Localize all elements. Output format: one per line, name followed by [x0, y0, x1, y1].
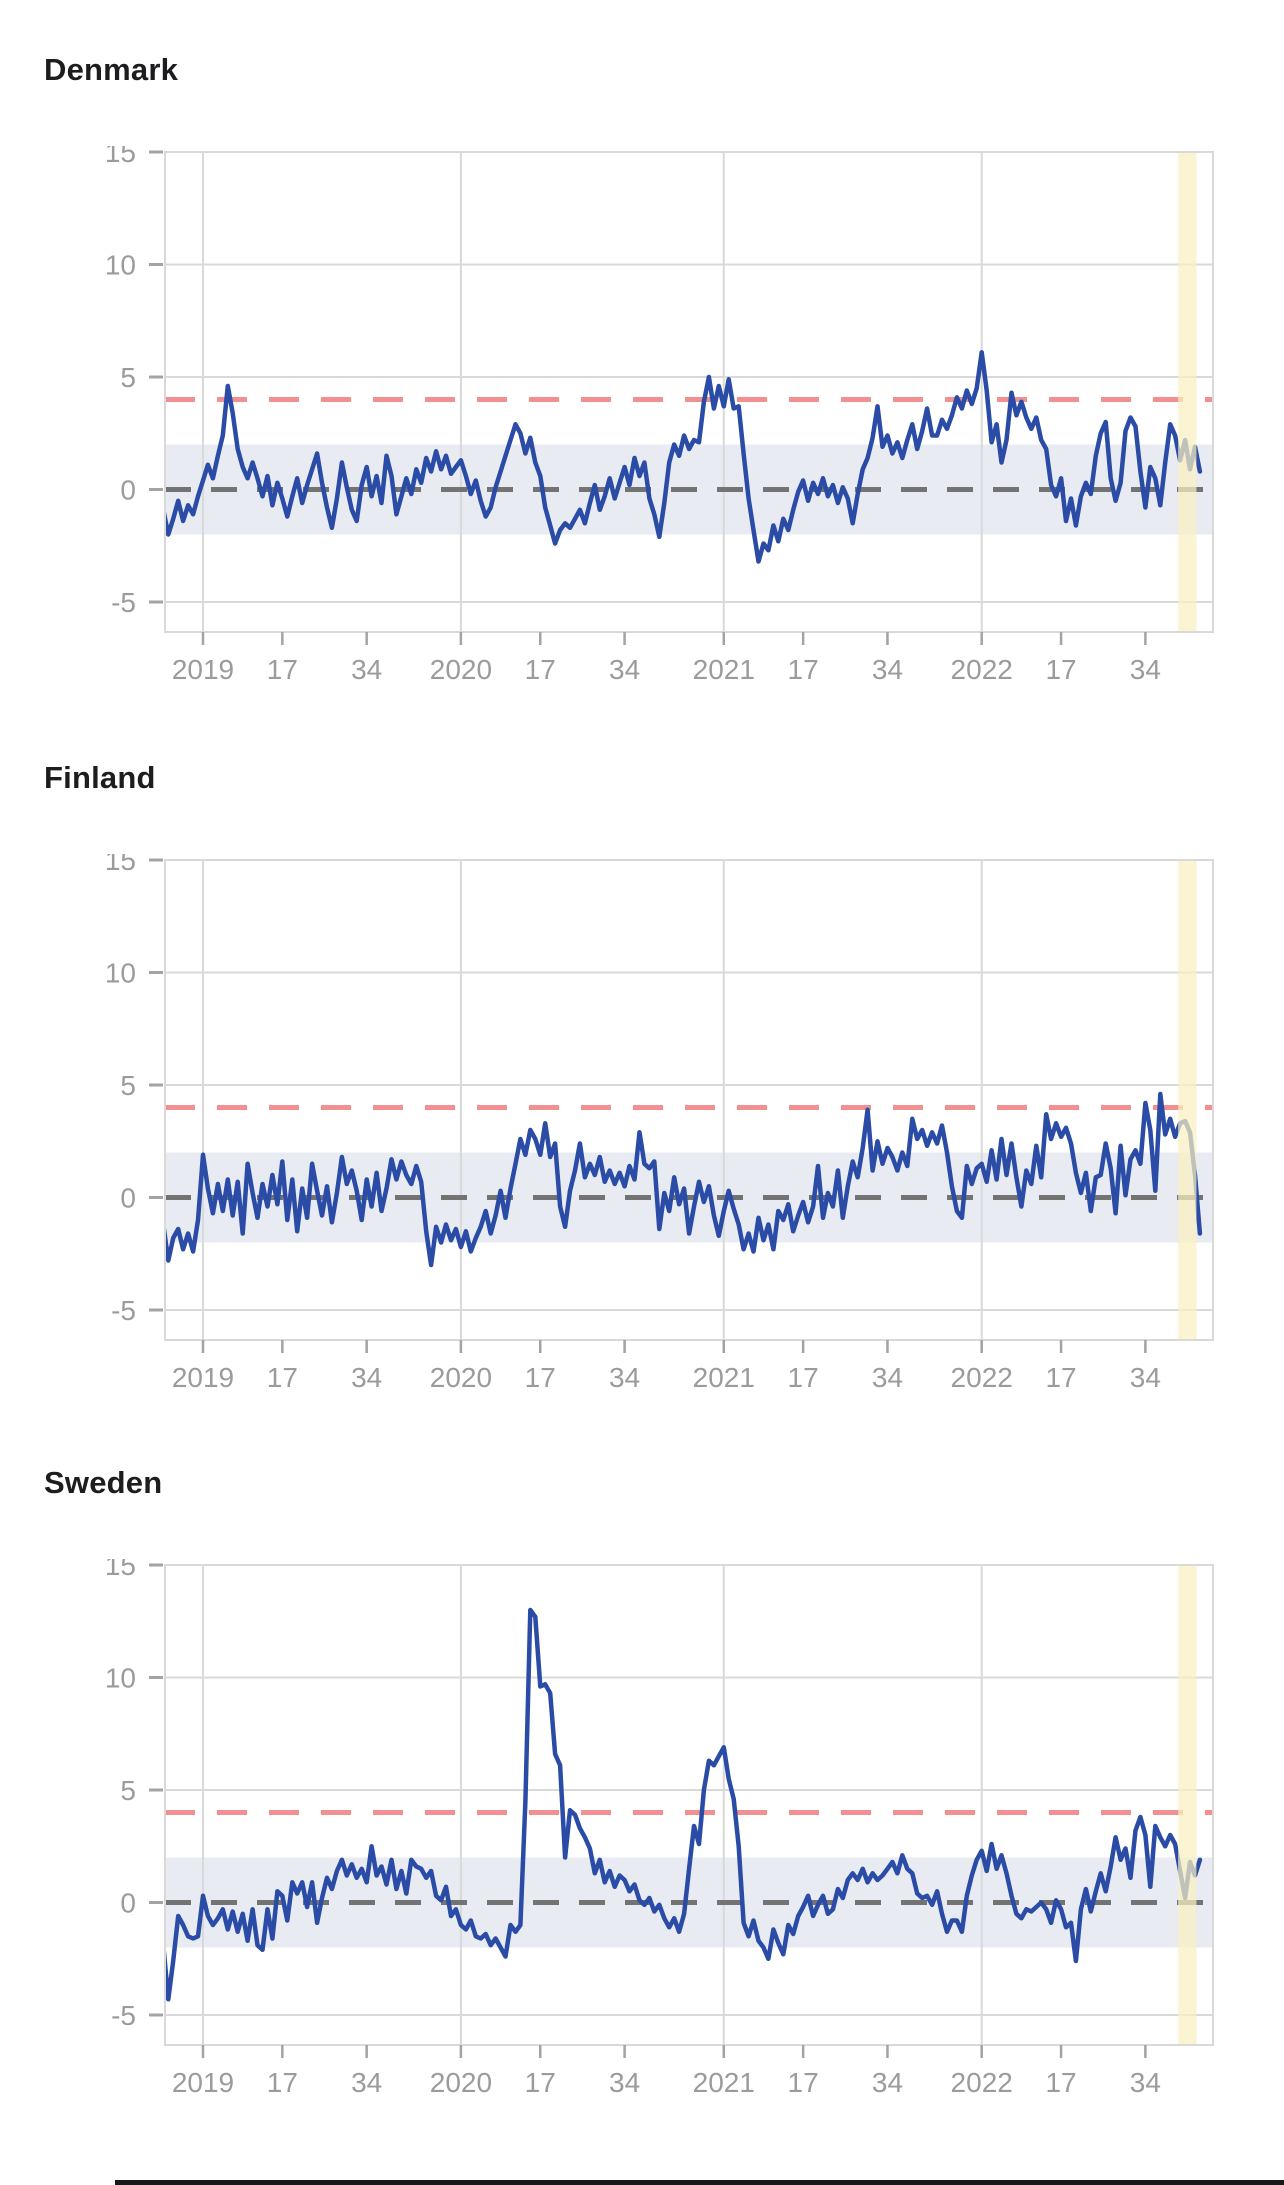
chart-title-sweden: Sweden	[44, 1465, 163, 1500]
svg-text:17: 17	[267, 1362, 298, 1393]
svg-text:15: 15	[105, 146, 136, 168]
svg-text:2021: 2021	[693, 1362, 755, 1393]
bottom-edge-bar	[115, 2180, 1284, 2185]
svg-text:17: 17	[267, 2067, 298, 2098]
chart-section-sweden: Sweden 15 10 5 0 -5 2019 17 34 2020 17 34 2021 17 34 2…	[0, 1413, 1284, 2121]
svg-text:2020: 2020	[430, 2067, 492, 2098]
svg-text:34: 34	[351, 1362, 382, 1393]
svg-text:17: 17	[1045, 2067, 1076, 2098]
svg-text:17: 17	[788, 2067, 819, 2098]
svg-text:17: 17	[525, 1362, 556, 1393]
svg-text:0: 0	[120, 475, 136, 506]
svg-text:-5: -5	[111, 2000, 136, 2031]
svg-text:34: 34	[872, 2067, 903, 2098]
svg-text:17: 17	[788, 1362, 819, 1393]
svg-text:34: 34	[609, 654, 640, 685]
svg-text:34: 34	[872, 654, 903, 685]
svg-text:34: 34	[351, 654, 382, 685]
svg-text:34: 34	[609, 1362, 640, 1393]
svg-text:5: 5	[120, 362, 136, 393]
svg-text:0: 0	[120, 1888, 136, 1919]
svg-text:17: 17	[525, 654, 556, 685]
chart-title-denmark: Denmark	[44, 52, 179, 87]
svg-text:34: 34	[872, 1362, 903, 1393]
svg-text:17: 17	[267, 654, 298, 685]
svg-text:34: 34	[1130, 654, 1161, 685]
line-chart-sweden: 15 10 5 0 -5 2019 17 34 2020 17 34 2021 17 34 2022 17 34	[105, 1559, 1214, 2098]
chart-title-finland: Finland	[44, 760, 156, 795]
svg-text:0: 0	[120, 1183, 136, 1214]
svg-text:17: 17	[1045, 654, 1076, 685]
svg-text:5: 5	[120, 1070, 136, 1101]
svg-text:2019: 2019	[172, 1362, 234, 1393]
svg-text:17: 17	[525, 2067, 556, 2098]
svg-text:2021: 2021	[693, 654, 755, 685]
svg-text:34: 34	[1130, 2067, 1161, 2098]
svg-text:2021: 2021	[693, 2067, 755, 2098]
svg-text:17: 17	[788, 654, 819, 685]
svg-text:34: 34	[351, 2067, 382, 2098]
svg-text:10: 10	[105, 250, 136, 281]
svg-text:2022: 2022	[951, 654, 1013, 685]
svg-text:5: 5	[120, 1775, 136, 1806]
svg-text:2019: 2019	[172, 2067, 234, 2098]
svg-text:2022: 2022	[951, 2067, 1013, 2098]
svg-text:10: 10	[105, 958, 136, 989]
svg-text:2019: 2019	[172, 654, 234, 685]
svg-text:-5: -5	[111, 1295, 136, 1326]
svg-text:34: 34	[609, 2067, 640, 2098]
svg-text:2020: 2020	[430, 1362, 492, 1393]
svg-text:15: 15	[105, 1559, 136, 1581]
svg-text:17: 17	[1045, 1362, 1076, 1393]
svg-text:10: 10	[105, 1663, 136, 1694]
svg-text:-5: -5	[111, 587, 136, 618]
line-chart-denmark: 15 10 5 0 -5 2019 17 34 2020 17 34 2021 17 34 2022 17 34	[105, 146, 1214, 685]
svg-text:15: 15	[105, 854, 136, 876]
chart-section-denmark: Denmark 15 10 5 0 -5 2019 17 34 2020 17 34 2021 17 34…	[0, 0, 1284, 708]
chart-section-finland: Finland 15 10 5 0 -5 2019 17 34 2020 17 34 2021 17 34…	[0, 708, 1284, 1416]
svg-text:2022: 2022	[951, 1362, 1013, 1393]
line-chart-finland: 15 10 5 0 -5 2019 17 34 2020 17 34 2021 17 34 2022 17 34	[105, 854, 1214, 1393]
svg-text:2020: 2020	[430, 654, 492, 685]
svg-text:34: 34	[1130, 1362, 1161, 1393]
